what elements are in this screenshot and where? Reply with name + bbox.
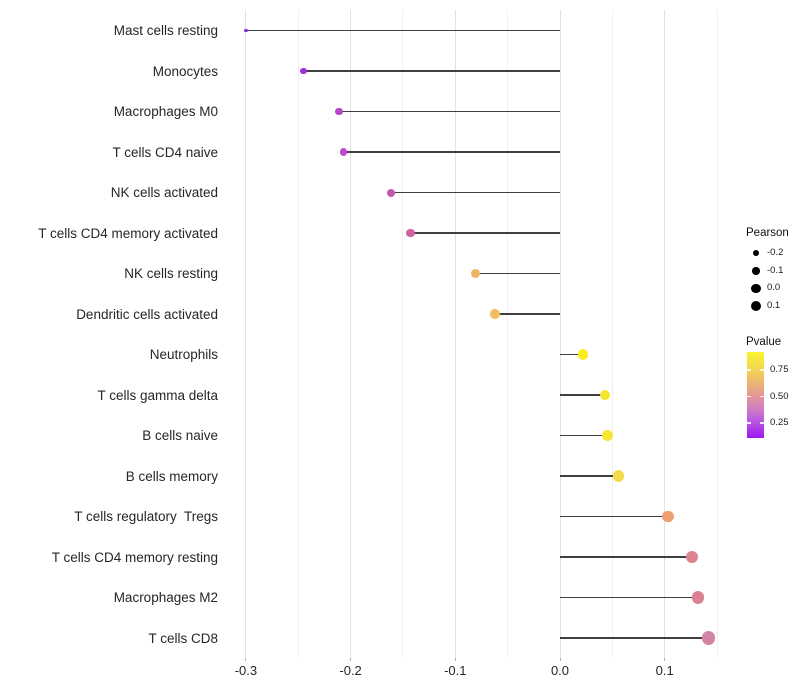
legend-size-value: 0.1 bbox=[767, 300, 781, 312]
pvalue-tick-label: 0.75 bbox=[770, 364, 789, 375]
lollipop-dot bbox=[339, 148, 348, 156]
lollipop-dot bbox=[335, 107, 343, 116]
lollipop-stem bbox=[339, 110, 560, 113]
x-axis-tick-label: -0.3 bbox=[234, 663, 258, 678]
legend-size-dot bbox=[752, 266, 760, 275]
plot-panel bbox=[223, 10, 726, 658]
legend-pearson-title: Pearson bbox=[746, 227, 789, 239]
legend-size-value: -0.2 bbox=[767, 247, 784, 258]
pvalue-tick-right bbox=[760, 422, 764, 424]
lollipop-dot bbox=[300, 67, 307, 75]
pvalue-tick-left bbox=[747, 422, 751, 424]
category-label: Neutrophils bbox=[149, 347, 218, 362]
legend-size-dot bbox=[751, 301, 761, 312]
legend-size-value: 0.0 bbox=[767, 282, 781, 294]
lollipop-dot bbox=[406, 228, 415, 238]
category-label: Mast cells resting bbox=[113, 23, 218, 38]
gridline-minor bbox=[507, 10, 509, 658]
x-axis-tick bbox=[350, 658, 352, 661]
x-axis-tick-label: -0.2 bbox=[339, 663, 362, 678]
gridline-major bbox=[350, 10, 352, 658]
legend-size-dot bbox=[751, 283, 761, 294]
gridline-minor bbox=[297, 10, 299, 658]
category-label: Macrophages M2 bbox=[113, 590, 218, 605]
lollipop-stem bbox=[560, 637, 709, 639]
legend-size-dot bbox=[752, 249, 760, 257]
category-label: NK cells activated bbox=[110, 185, 218, 200]
category-label: T cells regulatory Tregs bbox=[74, 509, 218, 524]
pvalue-tick-right bbox=[760, 395, 764, 398]
gridline-major bbox=[559, 10, 561, 658]
lollipop-dot bbox=[685, 550, 698, 564]
lollipop-stem bbox=[560, 475, 619, 477]
pvalue-tick-label: 0.50 bbox=[770, 390, 789, 402]
x-axis-tick bbox=[245, 658, 247, 661]
lollipop-dot bbox=[244, 28, 248, 33]
lollipop-dot bbox=[470, 269, 480, 278]
lollipop-dot bbox=[490, 309, 500, 319]
category-label: B cells memory bbox=[125, 468, 218, 484]
category-label: T cells gamma delta bbox=[97, 387, 218, 403]
x-axis-tick bbox=[559, 658, 561, 661]
lollipop-dot bbox=[601, 430, 613, 441]
lollipop-dot bbox=[577, 349, 589, 360]
lollipop-stem bbox=[560, 556, 692, 558]
lollipop-stem bbox=[560, 596, 699, 599]
lollipop-stem bbox=[495, 313, 560, 315]
category-label: Dendritic cells activated bbox=[76, 306, 218, 322]
lollipop-stem bbox=[303, 70, 560, 72]
lollipop-dot bbox=[662, 510, 674, 523]
gridline-major bbox=[664, 10, 666, 658]
category-label: T cells CD4 naive bbox=[112, 144, 218, 160]
lollipop-dot bbox=[691, 591, 705, 604]
x-axis-tick bbox=[664, 658, 666, 661]
gridline-minor bbox=[716, 10, 718, 658]
lollipop-dot bbox=[702, 631, 716, 645]
pvalue-tick-right bbox=[760, 369, 764, 371]
lollipop-stem bbox=[560, 353, 584, 356]
x-axis-tick bbox=[454, 658, 456, 661]
category-label: T cells CD4 memory activated bbox=[38, 225, 218, 241]
legend-size-value: -0.1 bbox=[767, 264, 784, 276]
pvalue-tick-left bbox=[747, 395, 751, 398]
x-axis-tick-label: -0.1 bbox=[444, 663, 467, 678]
lollipop-stem bbox=[410, 232, 560, 234]
lollipop-stem bbox=[560, 515, 668, 518]
lollipop-stem bbox=[245, 29, 560, 32]
lollipop-stem bbox=[560, 434, 608, 437]
category-label: Macrophages M0 bbox=[113, 104, 218, 119]
category-label: T cells CD4 memory resting bbox=[51, 549, 218, 565]
pvalue-tick-left bbox=[747, 369, 751, 371]
lollipop-dot bbox=[613, 470, 625, 482]
gridline-minor bbox=[611, 10, 613, 658]
gridline-major bbox=[454, 10, 456, 658]
category-label: Monocytes bbox=[152, 63, 218, 79]
category-label: B cells naive bbox=[142, 428, 218, 443]
lollipop-stem bbox=[560, 394, 606, 396]
x-axis-tick-label: 0.0 bbox=[550, 663, 570, 678]
lollipop-dot bbox=[387, 188, 396, 197]
lollipop-stem bbox=[343, 151, 560, 153]
x-axis-tick-label: 0.1 bbox=[655, 663, 674, 678]
legend-pvalue-title: Pvalue bbox=[746, 336, 782, 348]
category-label: NK cells resting bbox=[124, 266, 218, 281]
lollipop-stem bbox=[391, 191, 560, 194]
lollipop-stem bbox=[475, 272, 560, 275]
category-label: T cells CD8 bbox=[148, 630, 218, 646]
pvalue-tick-label: 0.25 bbox=[770, 417, 789, 428]
pvalue-gradient-bar bbox=[747, 352, 764, 438]
lollipop-dot bbox=[599, 389, 611, 401]
gridline-major bbox=[245, 10, 247, 658]
gridline-minor bbox=[402, 10, 404, 658]
